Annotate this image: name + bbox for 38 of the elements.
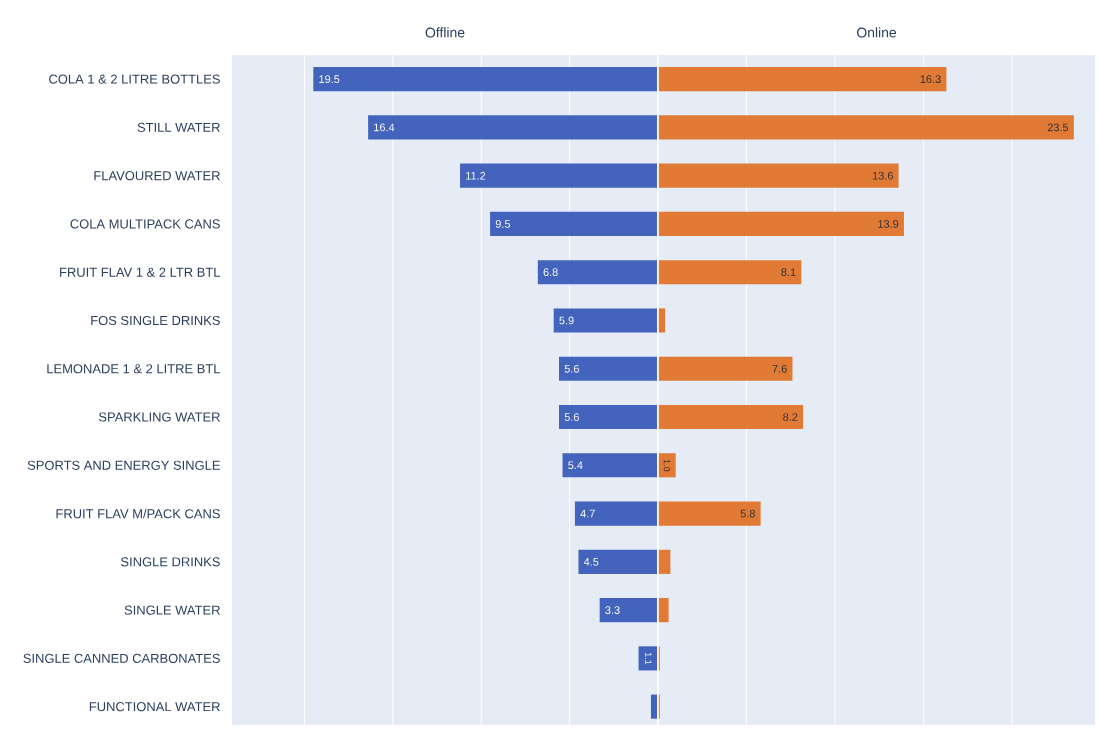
data-label: 5.6	[564, 364, 579, 373]
y-tick-label: SINGLE WATER	[124, 605, 220, 615]
data-label: 6.8	[543, 268, 558, 277]
y-tick-label: COLA MULTIPACK CANS	[70, 219, 220, 229]
data-label: 1.0	[663, 459, 671, 472]
data-label: 8.1	[781, 268, 796, 277]
data-label: 16.4	[374, 123, 395, 132]
chart-title: Offline	[425, 27, 465, 38]
data-label: 13.9	[878, 220, 899, 228]
data-label: 5.6	[564, 413, 579, 421]
y-tick-label: STILL WATER	[137, 122, 220, 133]
data-label: 5.4	[568, 461, 583, 470]
data-label: 4.5	[583, 558, 599, 566]
data-label: 23.5	[1047, 123, 1069, 132]
y-tick-label: FOS SINGLE DRINKS	[91, 315, 220, 326]
y-tick-label: FRUIT FLAV 1 & 2 LTR BTL	[60, 267, 221, 277]
data-label: 4.7	[580, 509, 595, 518]
data-label: 9.5	[495, 220, 511, 228]
data-label: 16.3	[920, 75, 941, 84]
y-tick-label: SINGLE CANNED CARBONATES	[23, 653, 220, 664]
y-tick-label: FRUIT FLAV M/PACK CANS	[56, 508, 220, 519]
y-tick-label: SINGLE DRINKS	[121, 557, 220, 567]
data-label: 1.1	[645, 652, 652, 665]
y-tick-label: LEMONADE 1 & 2 LITRE BTL	[47, 364, 221, 374]
data-label: 5.8	[740, 509, 755, 518]
y-tick-label: COLA 1 & 2 LITRE BOTTLES	[49, 74, 220, 84]
data-label: 8.2	[783, 413, 798, 421]
y-tick-label: SPORTS AND ENERGY SINGLE	[27, 460, 220, 470]
data-label: 7.6	[772, 364, 787, 373]
y-tick-label: FLAVOURED WATER	[94, 171, 220, 181]
y-tick-label: FUNCTIONAL WATER	[89, 702, 220, 712]
data-label: 11.2	[466, 171, 486, 180]
y-tick-label: SPARKLING WATER	[98, 412, 220, 422]
data-label: 19.5	[319, 75, 340, 84]
data-label: 13.6	[872, 171, 893, 180]
data-label: 5.9	[559, 316, 574, 325]
chart-title: Online	[857, 27, 897, 38]
data-label: 3.3	[605, 606, 620, 615]
